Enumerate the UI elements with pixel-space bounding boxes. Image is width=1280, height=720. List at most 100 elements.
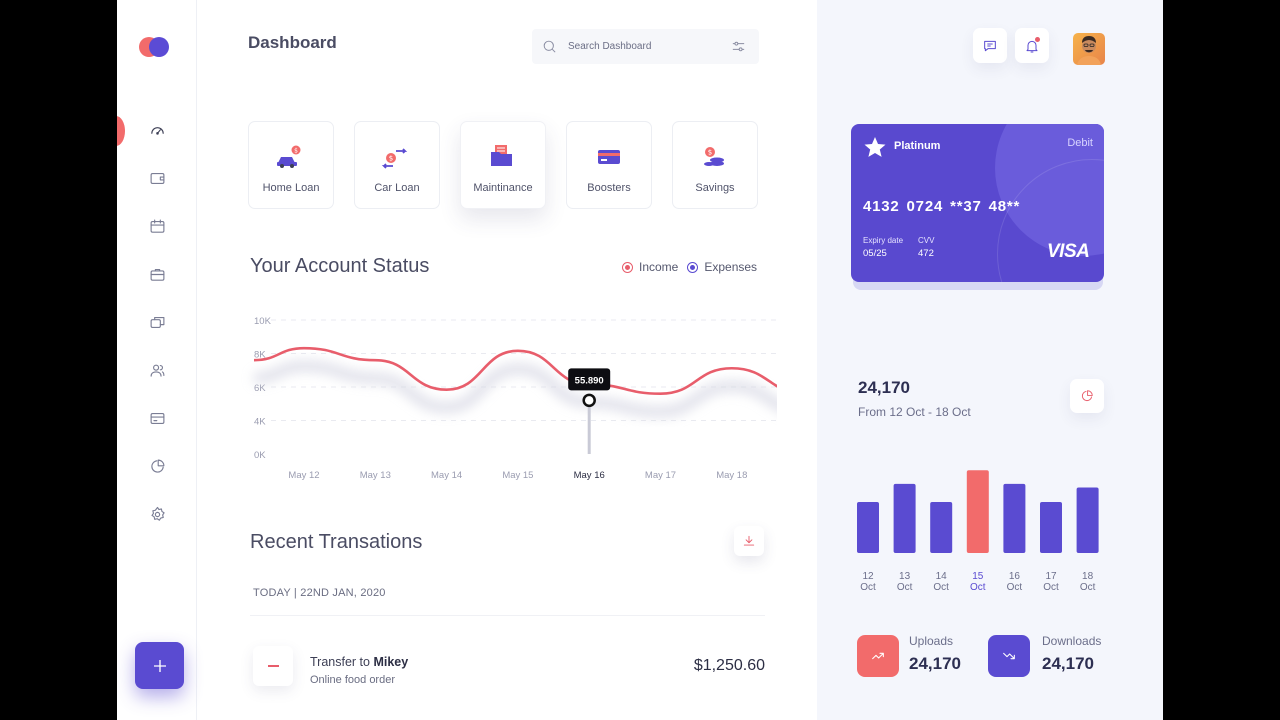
users-icon[interactable] bbox=[145, 358, 169, 382]
divider bbox=[250, 615, 765, 616]
bar[interactable] bbox=[1003, 483, 1026, 553]
bar-day-label: 14 bbox=[936, 571, 948, 582]
legend-expenses[interactable]: Expenses bbox=[687, 260, 757, 274]
pie-chart-icon[interactable] bbox=[145, 454, 169, 478]
category-label: Maintinance bbox=[473, 182, 533, 194]
notification-badge bbox=[1035, 37, 1040, 42]
credit-card-icon[interactable] bbox=[145, 406, 169, 430]
coins-icon: $ bbox=[699, 144, 731, 170]
briefcase-icon[interactable] bbox=[145, 262, 169, 286]
download-button[interactable] bbox=[734, 526, 764, 556]
bar[interactable] bbox=[893, 483, 916, 553]
bar[interactable] bbox=[966, 470, 989, 553]
notifications-button[interactable] bbox=[1015, 28, 1049, 63]
page-title: Dashboard bbox=[248, 33, 337, 52]
plus-icon bbox=[153, 659, 166, 672]
pie-chart-icon bbox=[1081, 390, 1093, 402]
download-icon bbox=[743, 535, 755, 546]
bar-day-label: 17 bbox=[1045, 571, 1057, 582]
trending-down-icon bbox=[1003, 652, 1015, 660]
weekly-total: 24,170 bbox=[858, 378, 910, 397]
category-car-loan[interactable]: $ Car Loan bbox=[354, 121, 440, 209]
card-type: Debit bbox=[1067, 137, 1093, 149]
bar[interactable] bbox=[1040, 502, 1062, 553]
x-tick-label: May 15 bbox=[502, 470, 533, 481]
search-box[interactable] bbox=[532, 29, 759, 64]
legend-income[interactable]: Income bbox=[622, 260, 678, 274]
bar-day-label: 12 bbox=[862, 571, 874, 582]
transaction-recipient: Mikey bbox=[373, 655, 409, 669]
bar-month-label: Oct bbox=[897, 582, 913, 593]
search-input[interactable] bbox=[568, 38, 718, 55]
bell-icon bbox=[1026, 40, 1038, 52]
speedometer-icon[interactable] bbox=[145, 118, 169, 142]
category-boosters[interactable]: Boosters bbox=[566, 121, 652, 209]
y-tick-label: 6K bbox=[254, 383, 266, 394]
transaction-title-prefix: Transfer to bbox=[310, 655, 374, 669]
minus-icon bbox=[253, 646, 293, 686]
legend-label: Expenses bbox=[704, 260, 758, 274]
bar-day-label: 18 bbox=[1082, 571, 1094, 582]
category-maintinance[interactable]: Maintinance bbox=[460, 121, 546, 209]
svg-text:$: $ bbox=[389, 155, 393, 163]
transaction-subtitle: Online food order bbox=[310, 674, 395, 686]
bar-day-label: 16 bbox=[1009, 571, 1021, 582]
downloads-button[interactable] bbox=[988, 635, 1030, 677]
income-line bbox=[253, 346, 777, 396]
star-icon bbox=[864, 137, 886, 157]
y-tick-label: 10K bbox=[254, 316, 272, 327]
calendar-icon[interactable] bbox=[145, 214, 169, 238]
exchange-icon: $ bbox=[381, 144, 413, 170]
bar-month-label: Oct bbox=[1080, 582, 1096, 593]
right-panel: Platinum Debit 4132 0724 **37 48** Expir… bbox=[817, 0, 1163, 720]
x-tick-label: May 18 bbox=[716, 470, 747, 481]
x-tick-label: May 12 bbox=[288, 470, 319, 481]
bar-day-label: 13 bbox=[899, 571, 911, 582]
x-tick-label: May 13 bbox=[360, 470, 391, 481]
messages-icon[interactable] bbox=[145, 310, 169, 334]
svg-text:$: $ bbox=[294, 148, 298, 155]
transaction-amount: $1,250.60 bbox=[693, 657, 765, 674]
bar-month-label: Oct bbox=[860, 582, 876, 593]
category-home-loan[interactable]: $ Home Loan bbox=[248, 121, 334, 209]
uploads-button[interactable] bbox=[857, 635, 899, 677]
chat-button[interactable] bbox=[973, 28, 1007, 63]
category-label: Home Loan bbox=[262, 182, 320, 194]
y-tick-label: 4K bbox=[254, 417, 266, 428]
tooltip-value: 55.890 bbox=[575, 375, 604, 386]
bar[interactable] bbox=[930, 502, 953, 553]
app-logo[interactable] bbox=[139, 35, 171, 57]
expiry-label: Expiry date bbox=[863, 236, 904, 245]
y-tick-label: 0K bbox=[254, 450, 266, 461]
wallet-icon[interactable] bbox=[145, 166, 169, 190]
pie-chart-button[interactable] bbox=[1070, 379, 1104, 413]
search-icon bbox=[541, 38, 558, 55]
card-number: 4132 0724 **37 48** bbox=[863, 198, 1021, 215]
bar-day-label: 15 bbox=[972, 571, 984, 582]
car-house-icon: $ bbox=[275, 144, 307, 170]
category-savings[interactable]: $ Savings bbox=[672, 121, 758, 209]
visa-logo: VISA bbox=[1047, 241, 1090, 262]
chat-icon bbox=[984, 40, 996, 51]
avatar[interactable] bbox=[1073, 33, 1105, 65]
category-label: Car Loan bbox=[374, 182, 420, 194]
expenses-dot bbox=[687, 261, 699, 273]
transaction-title[interactable]: Transfer to Mikey bbox=[310, 655, 408, 669]
add-button[interactable] bbox=[135, 642, 184, 689]
settings-icon[interactable] bbox=[145, 502, 169, 526]
bar[interactable] bbox=[1076, 487, 1099, 553]
active-nav-indicator bbox=[117, 116, 125, 146]
highlight-point[interactable] bbox=[582, 393, 596, 408]
line-shadow bbox=[253, 361, 777, 417]
bar[interactable] bbox=[857, 502, 879, 553]
credit-card[interactable]: Platinum Debit 4132 0724 **37 48** Expir… bbox=[851, 124, 1104, 282]
downloads-label: Downloads bbox=[1042, 634, 1102, 648]
filter-icon[interactable] bbox=[730, 38, 747, 55]
x-tick-label: May 16 bbox=[574, 470, 605, 481]
dashboard-app: Dashboard $ Home Loan bbox=[117, 0, 1163, 720]
card-icon bbox=[593, 144, 625, 170]
transactions-date-label: TODAY | 22ND JAN, 2020 bbox=[253, 587, 386, 599]
account-status-title: Your Account Status bbox=[250, 255, 430, 277]
y-tick-label: 8K bbox=[254, 350, 266, 361]
